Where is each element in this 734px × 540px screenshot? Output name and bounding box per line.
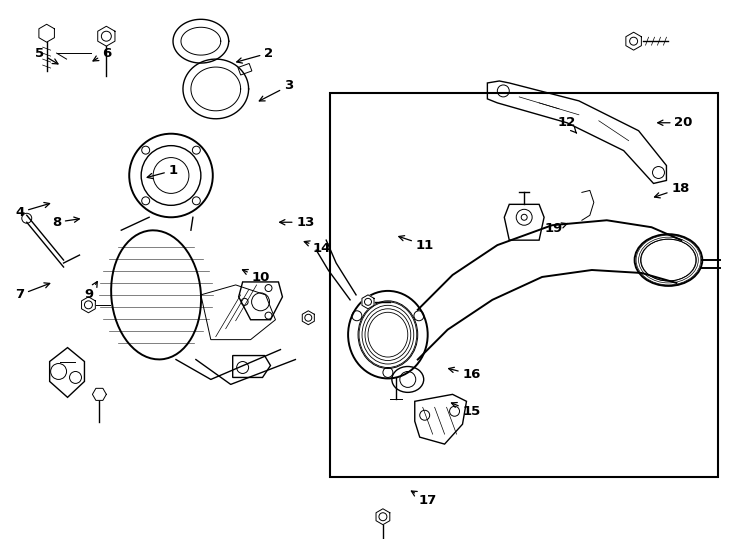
Text: 17: 17 <box>411 491 437 507</box>
Text: 9: 9 <box>85 281 98 301</box>
Polygon shape <box>81 297 95 313</box>
Text: 8: 8 <box>52 216 79 229</box>
Polygon shape <box>362 295 374 309</box>
Text: 10: 10 <box>242 269 269 285</box>
Bar <box>238 63 252 75</box>
Text: 20: 20 <box>658 116 693 129</box>
Polygon shape <box>376 509 390 525</box>
Text: 1: 1 <box>148 164 178 179</box>
Text: 14: 14 <box>305 241 332 255</box>
Polygon shape <box>92 388 106 400</box>
Text: 3: 3 <box>259 79 293 101</box>
Text: 16: 16 <box>448 367 481 381</box>
Text: 11: 11 <box>399 235 434 252</box>
Polygon shape <box>98 26 115 46</box>
Text: 12: 12 <box>558 116 576 133</box>
Text: 6: 6 <box>93 46 111 61</box>
Text: 4: 4 <box>15 202 50 219</box>
Polygon shape <box>302 311 314 325</box>
Text: 2: 2 <box>236 46 273 63</box>
Text: 5: 5 <box>35 46 58 64</box>
Text: 15: 15 <box>451 402 481 418</box>
Bar <box>330 93 718 477</box>
Polygon shape <box>39 24 54 42</box>
Polygon shape <box>626 32 642 50</box>
Text: 18: 18 <box>655 182 689 198</box>
Text: 13: 13 <box>280 216 314 229</box>
Text: 7: 7 <box>15 283 50 301</box>
Text: 19: 19 <box>545 222 567 235</box>
